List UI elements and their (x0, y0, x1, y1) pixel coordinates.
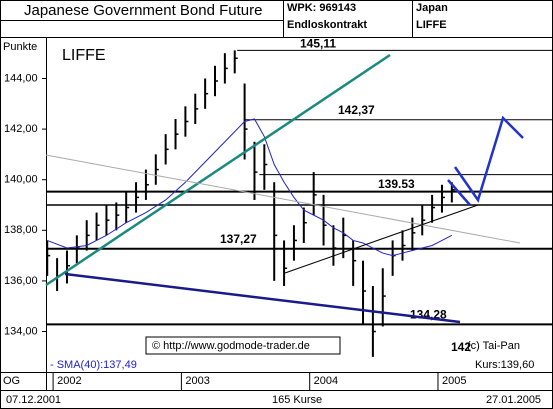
country: Japan (416, 2, 448, 14)
y-tick-label: 142,00 (4, 123, 38, 135)
trend-line (45, 154, 521, 244)
copyright-box (145, 336, 341, 355)
last-price: Kurs:139,60 (475, 359, 534, 371)
watermark: LIFFE (62, 47, 106, 64)
y-tick-label: 134,00 (4, 325, 38, 337)
sma-label: - SMA(40):137,49 (50, 359, 137, 371)
sma-line (47, 118, 453, 257)
level-label: 139.53 (378, 177, 415, 191)
x-tick-label: 2003 (185, 375, 209, 387)
x-tick-label: 2002 (57, 375, 81, 387)
forecast-path (447, 179, 471, 206)
level-label: 142,37 (338, 103, 375, 117)
trend-line (284, 204, 479, 274)
exchange: LIFFE (416, 19, 447, 31)
end-date: 27.01.2005 (486, 394, 541, 406)
contract: Endloskontrakt (287, 19, 367, 31)
x-axis-label: OG (3, 375, 20, 387)
level-label: 137,27 (220, 232, 257, 246)
x-tick-label: 2004 (314, 375, 338, 387)
y-tick-label: 144,00 (4, 72, 38, 84)
y-tick-label: 140,00 (4, 174, 38, 186)
count-label: 165 Kurse (272, 394, 322, 406)
chart-title: Japanese Government Bond Future (24, 2, 262, 19)
forecast-path (453, 115, 524, 203)
partial-label: 142 (451, 340, 471, 354)
trend-line (64, 272, 461, 324)
y-tick-label: 138,00 (4, 224, 38, 236)
y-label: Punkte (3, 41, 37, 53)
source: (c) Tai-Pan (467, 340, 520, 352)
x-tick-label: 2005 (442, 375, 466, 387)
trend-line (45, 53, 391, 287)
copyright: © http://www.godmode-trader.de (152, 340, 310, 352)
level-label: 145,11 (300, 37, 336, 51)
y-tick-label: 136,00 (4, 275, 38, 287)
wpk: WPK: 969143 (287, 2, 356, 14)
start-date: 07.12.2001 (6, 394, 61, 406)
